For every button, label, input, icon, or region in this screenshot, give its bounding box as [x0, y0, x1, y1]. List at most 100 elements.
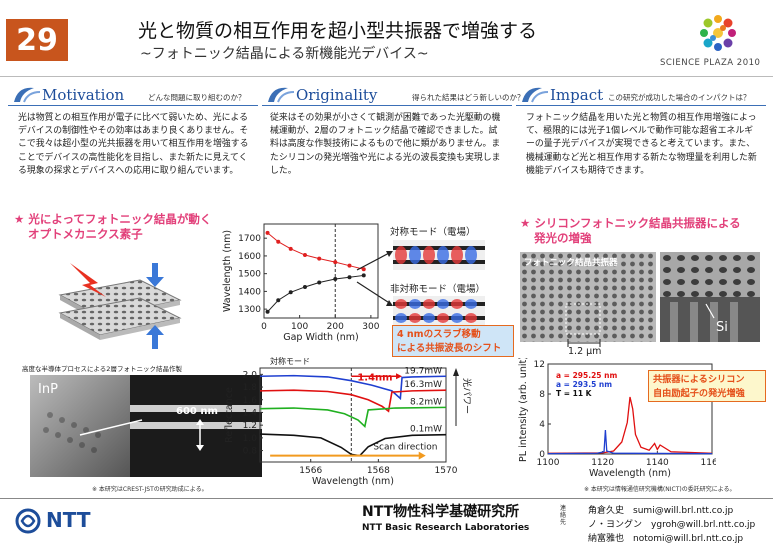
- originality-swoosh-icon: [268, 87, 295, 103]
- legend-a1: a = 295.25 nm: [556, 371, 617, 380]
- scan-direction-label: Scan direction: [373, 442, 437, 452]
- originality-body: 従来はその効果が小さくて観測が困難であった光駆動の機械運動が、2層のフォトニック…: [270, 113, 501, 176]
- header-divider: [0, 76, 773, 77]
- plot-frame: [259, 367, 447, 463]
- sem-cross-section-image: [30, 375, 262, 477]
- poster-subtitle: ~フォトニック結晶による新機能光デバイス~: [140, 46, 429, 62]
- series-power-label: 16.3mW: [404, 380, 442, 390]
- symmetric-mode-top-label: 対称モード: [270, 356, 310, 366]
- y-axis-label: Reflectance: [224, 387, 235, 443]
- contact-email[interactable]: ygroh@will.brl.ntt.co.jp: [651, 520, 756, 530]
- x-axis-label: Wavelength (nm): [589, 468, 671, 479]
- left-feature-title-line1: ★ 光によってフォトニック結晶が動く: [14, 212, 212, 226]
- data-point: [361, 273, 366, 278]
- ntt-logo: NTT: [14, 506, 124, 536]
- y-axis-label: Wavelength (nm): [222, 230, 233, 312]
- power-arrowhead: [453, 368, 459, 376]
- contact-name: 納富雅也: [588, 534, 625, 544]
- y-tick-label: 1700: [238, 234, 261, 244]
- data-point: [276, 298, 281, 303]
- data-point: [288, 290, 293, 295]
- x-axis-label: Gap Width (nm): [283, 332, 359, 343]
- y-tick-label: 0.8: [243, 447, 258, 457]
- science-plaza-logo-icon: [700, 15, 736, 51]
- left-feature-title-line2: オプトメカニクス素子: [28, 227, 143, 241]
- section-name: Motivation: [42, 86, 125, 104]
- sem-cavity-label: フォトニック結晶共振器: [524, 258, 618, 268]
- data-point: [265, 309, 270, 314]
- asymmetric-mode-field-image: [393, 296, 485, 326]
- data-point: [333, 260, 338, 265]
- series-line: [259, 406, 447, 428]
- wavelength-gap-chart: 0 100 200 300 1300 1400 1500 1600 1700 Gap Width …: [222, 223, 380, 343]
- scan-arrowhead: [418, 451, 426, 460]
- x-tick-label: 1568: [367, 466, 390, 476]
- optomechanics-device-illustration: [58, 263, 182, 349]
- y-tick-label: 1.6: [243, 396, 258, 406]
- contact-row: 角倉久史 sumi@will.brl.ntt.co.jp: [588, 503, 733, 516]
- contact-email[interactable]: sumi@will.brl.ntt.co.jp: [633, 506, 734, 516]
- symmetric-mode-field-image: [393, 240, 485, 270]
- mode-pointer-arrows: [356, 251, 393, 306]
- right-feature-title: ★ シリコンフォトニック結晶共振器による 発光の増強: [520, 216, 741, 246]
- slab-shift-callout: 4 nmのスラブ移動 による共振波長のシフト: [392, 325, 514, 357]
- silicon-photonic-crystal-sem-images: [520, 252, 760, 342]
- motivation-body: 光は物質との相互作用が電子に比べて弱いため、光によるデバイスの制御性やその効率は…: [18, 113, 249, 176]
- right-funding-note: ※ 本研究は情報通信研究機構(NICT)の委託研究による。: [584, 486, 736, 493]
- x-axis-label: Wavelength (nm): [312, 476, 394, 487]
- science-plaza-logo-text: SCIENCE PLAZA 2010: [660, 58, 761, 68]
- data-point: [333, 276, 338, 281]
- scale-bar: [567, 339, 601, 347]
- shift-label: 1.4nm: [357, 373, 392, 384]
- asymmetric-mode-label: 非対称モード（電場）: [390, 284, 486, 295]
- y-tick-label: 1.2: [243, 421, 257, 431]
- impact-body: フォトニック結晶を用いた光と物質の相互作用増強によって、極限的には光子1個レベル…: [526, 113, 757, 176]
- impact-swoosh-icon: [522, 87, 549, 103]
- lab-name-english: NTT Basic Research Laboratories: [362, 523, 530, 533]
- data-point: [302, 253, 307, 258]
- y-axis-label: PL intensity (arb. unit): [518, 358, 529, 462]
- callout-line: 自由励起子の発光増強: [653, 388, 745, 399]
- series-power-label: 8.2mW: [410, 397, 442, 407]
- plot-frame: [547, 363, 713, 455]
- x-tick-label: 1570: [435, 466, 458, 476]
- section-name: Originality: [296, 86, 378, 104]
- series-line: [267, 232, 364, 270]
- optical-power-label: 光パワー: [461, 378, 473, 414]
- gap-size-label: 600 nm: [176, 406, 218, 417]
- y-tick-label: 1500: [238, 270, 261, 280]
- inp-label: InP: [38, 382, 58, 397]
- fabrication-caption: 高度な半導体プロセスによる2層フォトニック結晶作製: [22, 365, 182, 373]
- section-header-originality: Originality 得られた結果はどう新しいのか？: [262, 84, 525, 106]
- series-line: [267, 274, 364, 313]
- section-question: どんな問題に取り組むのか？: [148, 93, 246, 102]
- section-question: この研究が成功した場合のインパクトは？: [608, 93, 751, 102]
- contact-email[interactable]: notomi@will.brl.ntt.co.jp: [633, 534, 744, 544]
- x-tick-label: 1100: [537, 458, 560, 468]
- data-point: [347, 275, 352, 280]
- motivation-swoosh-icon: [14, 87, 41, 103]
- wavelength-gap-plot-area: 0 100 200 300 1300 1400 1500 1600 1700 Gap Width …: [222, 223, 380, 343]
- poster-number-badge: 29: [6, 19, 68, 61]
- y-tick-label: 1.0: [243, 434, 258, 444]
- legend-a2: a = 293.5 nm: [556, 380, 612, 389]
- callout-line: 4 nmのスラブ移動: [397, 329, 481, 340]
- section-header-motivation: Motivation どんな問題に取り組むのか？: [8, 84, 258, 106]
- series-power-label: 19.7mW: [404, 366, 442, 376]
- reflectance-chart: 1566 1568 1570 0.8 1.0 1.2 1.4 1.6 1.8 2.0 Wavelen…: [224, 356, 473, 487]
- right-feature-title-line2: 発光の増強: [534, 231, 592, 245]
- ntt-logo-text: NTT: [46, 508, 91, 532]
- series-line: [547, 396, 713, 454]
- y-tick-label: 4: [539, 420, 545, 430]
- callout-line: による共振波長のシフト: [397, 343, 502, 354]
- si-emission-callout: 共振器によるシリコン 自由励起子の発光増強: [648, 370, 766, 402]
- contact-row: ノ・ヨングン ygroh@will.brl.ntt.co.jp: [588, 517, 755, 530]
- section-name: Impact: [550, 86, 604, 104]
- left-feature-title: ★ 光によってフォトニック結晶が動く オプトメカニクス素子: [14, 212, 211, 242]
- series-power-label: 0.1mW: [410, 425, 442, 435]
- y-tick-label: 8: [539, 390, 545, 400]
- y-tick-label: 1600: [238, 252, 261, 262]
- data-point: [288, 246, 293, 251]
